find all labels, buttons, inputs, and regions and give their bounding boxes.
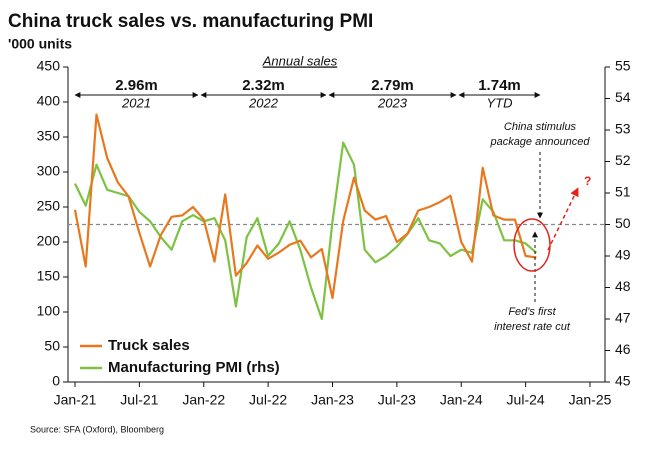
y-tick-label: 350 xyxy=(37,128,61,144)
y-tick-label: 400 xyxy=(37,93,61,109)
question-mark: ? xyxy=(584,174,591,188)
series-line xyxy=(73,113,537,300)
y-tick-label: 250 xyxy=(37,198,61,214)
series-line xyxy=(74,141,538,321)
y2-tick-label: 47 xyxy=(615,310,631,326)
y2-tick-label: 45 xyxy=(615,373,631,389)
x-tick-label: Jan-24 xyxy=(440,392,483,408)
y2-tick-label: 50 xyxy=(615,215,631,231)
question-arrow xyxy=(547,187,579,251)
source: Source: SFA (Oxford), Bloomberg xyxy=(30,424,164,434)
chart-title: China truck sales vs. manufacturing PMI xyxy=(8,11,373,32)
period-total: 2.79m xyxy=(371,77,414,94)
x-tick-label: Jan-22 xyxy=(182,392,225,408)
period-label: 2021 xyxy=(121,95,151,110)
x-tick-label: Jul-23 xyxy=(378,392,416,408)
period-total: 2.32m xyxy=(242,77,285,94)
legend-label: Truck sales xyxy=(108,337,190,354)
y-tick-label: 50 xyxy=(44,338,60,354)
y2-tick-label: 46 xyxy=(615,341,631,357)
y2-tick-label: 51 xyxy=(615,184,631,200)
y2-tick-label: 54 xyxy=(615,89,631,105)
y2-tick-label: 49 xyxy=(615,247,631,263)
x-tick-label: Jul-24 xyxy=(507,392,545,408)
legend-label: Manufacturing PMI (rhs) xyxy=(108,359,280,376)
subtitle: '000 units xyxy=(8,36,72,52)
x-tick-label: Jul-22 xyxy=(249,392,287,408)
y-tick-label: 0 xyxy=(52,373,60,389)
y2-tick-label: 55 xyxy=(615,58,631,74)
y-tick-label: 450 xyxy=(37,58,61,74)
stimulus-note: China stimulus xyxy=(504,121,577,133)
period-label: YTD xyxy=(487,95,513,110)
y-tick-label: 150 xyxy=(37,268,61,284)
x-tick-label: Jan-23 xyxy=(311,392,354,408)
y2-tick-label: 52 xyxy=(615,152,631,168)
y-tick-label: 200 xyxy=(37,233,61,249)
annual-sales-label: Annual sales xyxy=(262,53,338,68)
x-tick-label: Jan-21 xyxy=(54,392,97,408)
x-tick-label: Jan-25 xyxy=(569,392,612,408)
period-total: 2.96m xyxy=(115,77,158,94)
fed-note: interest rate cut xyxy=(494,321,571,333)
x-tick-label: Jul-21 xyxy=(120,392,158,408)
fed-note: Fed's first xyxy=(508,306,556,318)
y-tick-label: 100 xyxy=(37,303,61,319)
stimulus-note: package announced xyxy=(489,136,590,148)
highlight-circle xyxy=(513,218,551,272)
period-label: 2022 xyxy=(248,95,279,110)
y-tick-label: 300 xyxy=(37,163,61,179)
y2-tick-label: 48 xyxy=(615,278,631,294)
period-total: 1.74m xyxy=(478,77,521,94)
y2-tick-label: 53 xyxy=(615,121,631,137)
period-label: 2023 xyxy=(377,95,408,110)
